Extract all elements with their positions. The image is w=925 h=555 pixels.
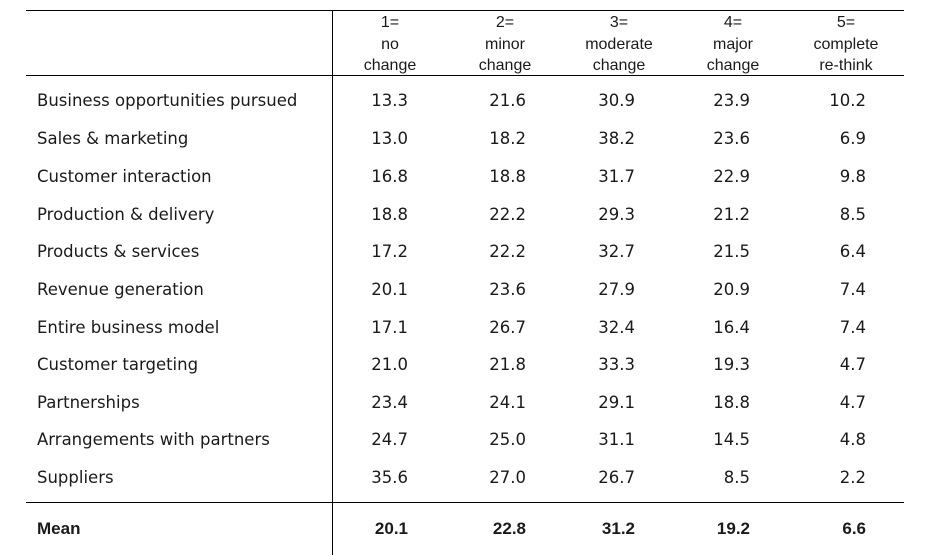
table-cell: 20.9 [713, 280, 750, 299]
table-cell: 38.2 [598, 129, 635, 148]
column-header-1: 1= no change [340, 12, 440, 77]
row-label: Revenue generation [37, 280, 204, 299]
table-cell: 18.2 [489, 129, 526, 148]
column-header-line: change [478, 57, 532, 74]
table-cell: 13.0 [371, 129, 408, 148]
row-label: Business opportunities pursued [37, 91, 298, 110]
table-cell: 8.5 [839, 205, 866, 224]
table-cell: 17.2 [371, 242, 408, 261]
table-cell: 18.8 [371, 205, 408, 224]
column-header-4: 4= major change [683, 12, 783, 77]
row-label: Sales & marketing [37, 129, 189, 148]
mean-cell: 20.1 [374, 519, 408, 538]
table-cell: 32.4 [598, 318, 635, 337]
table-cell: 31.7 [598, 167, 635, 186]
table-cell: 33.3 [598, 355, 635, 374]
table-cell: 23.6 [713, 129, 750, 148]
column-header-line: moderate [585, 35, 653, 53]
column-header-line: 1= [380, 14, 400, 31]
table-cell: 31.1 [598, 430, 635, 449]
row-label: Production & delivery [37, 205, 215, 224]
row-label: Arrangements with partners [37, 430, 270, 449]
table-cell: 17.1 [371, 318, 408, 337]
table-cell: 26.7 [489, 318, 526, 337]
label-divider [332, 10, 333, 555]
table-cell: 22.2 [489, 242, 526, 261]
column-header-line: complete [813, 35, 879, 53]
table-cell: 27.0 [489, 468, 526, 487]
table-cell: 4.7 [839, 355, 866, 374]
table-cell: 16.8 [371, 167, 408, 186]
table-cell: 13.3 [371, 91, 408, 110]
table-cell: 8.5 [723, 468, 750, 487]
row-label: Customer interaction [37, 167, 212, 186]
column-header-line: 3= [609, 14, 629, 31]
table-cell: 6.9 [839, 129, 866, 148]
row-label: Entire business model [37, 318, 220, 337]
header-rule [26, 75, 904, 76]
table-cell: 22.9 [713, 167, 750, 186]
table-cell: 23.4 [371, 393, 408, 412]
table-cell: 22.2 [489, 205, 526, 224]
table-cell: 29.1 [598, 393, 635, 412]
table-cell: 21.0 [371, 355, 408, 374]
table-cell: 29.3 [598, 205, 635, 224]
top-rule [26, 10, 904, 11]
table-cell: 21.6 [489, 91, 526, 110]
row-label: Partnerships [37, 393, 140, 412]
table-cell: 21.5 [713, 242, 750, 261]
table-cell: 18.8 [489, 167, 526, 186]
column-header-3: 3= moderate change [569, 12, 669, 77]
table-cell: 32.7 [598, 242, 635, 261]
table-cell: 4.8 [839, 430, 866, 449]
column-header-line: change [363, 57, 417, 74]
table-cell: 21.2 [713, 205, 750, 224]
row-label: Products & services [37, 242, 200, 261]
column-header-line: 4= [723, 14, 743, 31]
table-cell: 26.7 [598, 468, 635, 487]
table-cell: 7.4 [839, 280, 866, 299]
mean-cell: 31.2 [601, 519, 635, 538]
table-cell: 35.6 [371, 468, 408, 487]
column-header-line: 2= [495, 14, 515, 31]
table-cell: 4.7 [839, 393, 866, 412]
column-header-line: no [381, 35, 399, 53]
table-cell: 9.8 [839, 167, 866, 186]
table-cell: 25.0 [489, 430, 526, 449]
table-cell: 30.9 [598, 91, 635, 110]
mean-cell: 19.2 [716, 519, 750, 538]
mean-cell: 22.8 [492, 519, 526, 538]
table-cell: 10.2 [829, 91, 866, 110]
table-cell: 14.5 [713, 430, 750, 449]
mean-label: Mean [37, 519, 81, 538]
table-cell: 18.8 [713, 393, 750, 412]
table-cell: 23.9 [713, 91, 750, 110]
table-cell: 7.4 [839, 318, 866, 337]
column-header-5: 5= complete re-think [796, 12, 896, 77]
mean-cell: 6.6 [842, 519, 866, 538]
row-label: Suppliers [37, 468, 114, 487]
table-cell: 2.2 [839, 468, 866, 487]
column-header-line: re-think [819, 57, 873, 74]
column-header-line: 5= [836, 14, 856, 31]
column-header-line: change [592, 57, 646, 74]
table-cell: 23.6 [489, 280, 526, 299]
column-header-2: 2= minor change [455, 12, 555, 77]
table-cell: 6.4 [839, 242, 866, 261]
table-cell: 24.1 [489, 393, 526, 412]
column-header-line: change [706, 57, 760, 74]
table-cell: 24.7 [371, 430, 408, 449]
mean-rule [26, 502, 904, 503]
column-header-line: major [712, 35, 753, 53]
table-cell: 21.8 [489, 355, 526, 374]
table-cell: 19.3 [713, 355, 750, 374]
table-cell: 27.9 [598, 280, 635, 299]
row-label: Customer targeting [37, 355, 199, 374]
table-cell: 16.4 [713, 318, 750, 337]
column-header-line: minor [484, 35, 525, 53]
table-cell: 20.1 [371, 280, 408, 299]
